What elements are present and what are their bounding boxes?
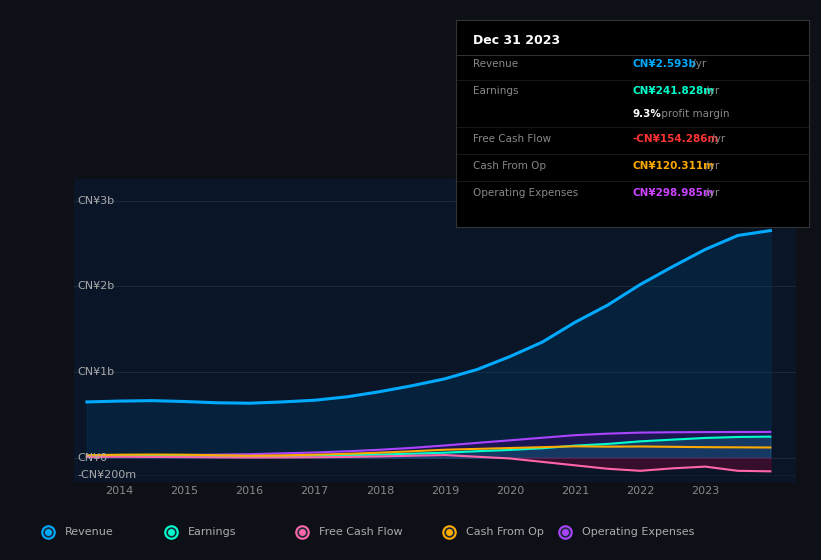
Text: CN¥2b: CN¥2b (77, 281, 114, 291)
Text: profit margin: profit margin (658, 109, 729, 119)
Text: Operating Expenses: Operating Expenses (474, 188, 579, 198)
Text: CN¥1b: CN¥1b (77, 367, 114, 377)
Text: CN¥0: CN¥0 (77, 452, 108, 463)
Text: /yr: /yr (702, 86, 719, 96)
Text: /yr: /yr (709, 134, 726, 144)
Text: Cash From Op: Cash From Op (466, 527, 544, 537)
Text: Earnings: Earnings (188, 527, 236, 537)
Text: Revenue: Revenue (474, 59, 518, 69)
Text: /yr: /yr (690, 59, 707, 69)
Text: CN¥2.593b: CN¥2.593b (632, 59, 696, 69)
Text: /yr: /yr (702, 161, 719, 171)
Text: CN¥120.311m: CN¥120.311m (632, 161, 714, 171)
Text: CN¥3b: CN¥3b (77, 195, 114, 206)
Text: Cash From Op: Cash From Op (474, 161, 546, 171)
Text: /yr: /yr (702, 188, 719, 198)
Text: Operating Expenses: Operating Expenses (582, 527, 695, 537)
Text: -CN¥200m: -CN¥200m (77, 470, 136, 480)
Text: Earnings: Earnings (474, 86, 519, 96)
Text: Dec 31 2023: Dec 31 2023 (474, 34, 561, 47)
Text: CN¥298.985m: CN¥298.985m (632, 188, 714, 198)
Text: Free Cash Flow: Free Cash Flow (474, 134, 552, 144)
Text: Free Cash Flow: Free Cash Flow (319, 527, 403, 537)
Text: CN¥241.828m: CN¥241.828m (632, 86, 714, 96)
Text: 9.3%: 9.3% (632, 109, 661, 119)
Text: Revenue: Revenue (65, 527, 113, 537)
Text: -CN¥154.286m: -CN¥154.286m (632, 134, 718, 144)
